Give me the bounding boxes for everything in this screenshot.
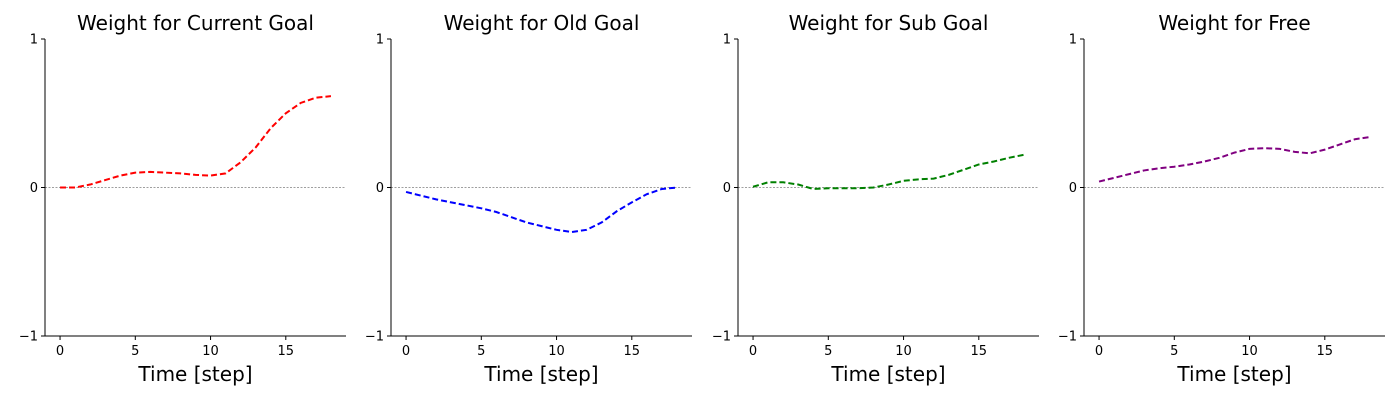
chart-title: Weight for Old Goal: [444, 11, 640, 35]
y-tick-label: 0: [723, 181, 731, 196]
series-line-1: [752, 153, 1025, 190]
chart-title: Weight for Current Goal: [77, 11, 314, 35]
y-tick-label: 1: [1069, 33, 1077, 48]
chart-title: Weight for Free: [1158, 11, 1310, 35]
x-tick-label: 15: [971, 344, 988, 359]
x-tick-label: 10: [202, 344, 219, 359]
x-tick-label: 15: [278, 344, 295, 359]
x-tick-label: 5: [824, 344, 832, 359]
x-tick-label: 5: [477, 344, 485, 359]
y-tick-label: 0: [30, 181, 38, 196]
y-tick-label: 0: [1069, 181, 1077, 196]
x-tick-label: 0: [1095, 344, 1103, 359]
y-tick-label: 0: [376, 181, 384, 196]
x-axis-label: Time [step]: [137, 362, 252, 386]
series-line-1: [60, 95, 332, 189]
x-axis-label: Time [step]: [483, 362, 598, 386]
series-line-1: [405, 186, 678, 234]
x-axis-label: Time [step]: [830, 362, 945, 386]
y-tick-label: 1: [723, 33, 731, 48]
series-line-1: [1098, 136, 1371, 183]
x-tick-label: 10: [548, 344, 565, 359]
y-tick-label: −1: [365, 330, 384, 345]
x-tick-label: 15: [1317, 344, 1334, 359]
x-tick-label: 0: [402, 344, 410, 359]
x-tick-label: 15: [624, 344, 641, 359]
x-tick-label: 5: [131, 344, 139, 359]
x-tick-label: 5: [1170, 344, 1178, 359]
x-axis-label: Time [step]: [1176, 362, 1291, 386]
y-tick-label: 1: [376, 33, 384, 48]
y-tick-label: −1: [1058, 330, 1077, 345]
y-tick-label: −1: [19, 330, 38, 345]
y-tick-label: −1: [712, 330, 731, 345]
x-tick-label: 0: [749, 344, 757, 359]
y-tick-label: 1: [30, 33, 38, 48]
x-tick-label: 10: [895, 344, 912, 359]
x-tick-label: 10: [1241, 344, 1258, 359]
chart-title: Weight for Sub Goal: [789, 11, 989, 35]
x-tick-label: 0: [56, 344, 64, 359]
